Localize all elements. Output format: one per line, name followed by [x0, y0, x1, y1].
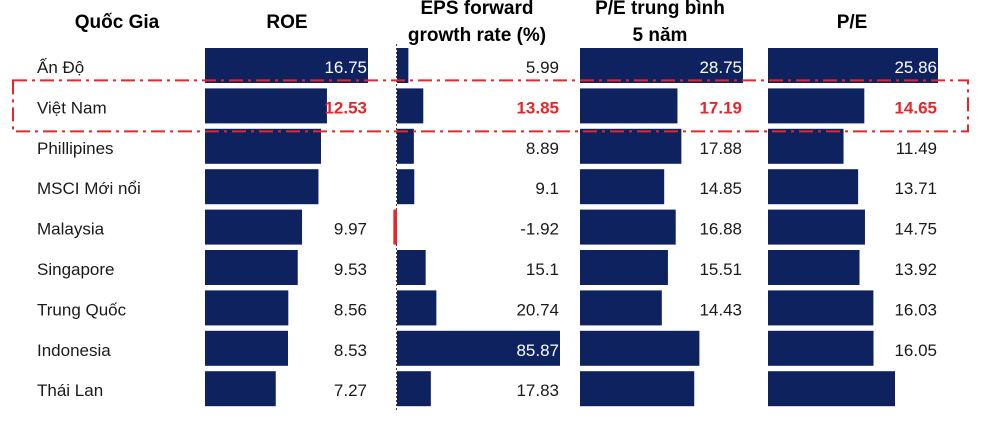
value-label-roe-msci-moi-noi: 11.66 [326, 179, 367, 198]
value-label-p-e-trung-binh-5-nam-thai-lan: 20.15 [699, 381, 742, 400]
value-label-p-e-trung-binh-5-nam-phillipines: 17.88 [699, 139, 742, 158]
bar-eps-forward-growth-rate-singapore [397, 250, 426, 285]
bar-p-e-trung-binh-5-nam-an-do [580, 48, 743, 83]
panel-title-p-e-trung-binh-5-nam-line-2: 5 năm [633, 25, 688, 46]
bar-p-e-viet-nam [768, 88, 865, 124]
bar-roe-an-do [205, 48, 368, 83]
bar-roe-singapore [205, 250, 298, 285]
value-label-p-e-indonesia: 16.05 [894, 341, 937, 360]
value-label-p-e-trung-binh-5-nam-an-do: 28.75 [699, 58, 742, 77]
panel-title-p-e-trung-binh-5-nam-line-1: P/E trung bình [595, 0, 725, 19]
bar-eps-forward-growth-rate-malaysia [393, 209, 397, 245]
value-label-eps-forward-growth-rate-viet-nam: 13.85 [516, 98, 559, 117]
bar-p-e-singapore [768, 250, 860, 285]
value-label-roe-an-do: 16.75 [324, 58, 367, 77]
bar-roe-trung-quoc [205, 290, 289, 326]
value-label-p-e-singapore: 13.92 [894, 260, 937, 279]
bar-roe-thai-lan [205, 371, 276, 407]
bar-p-e-trung-quoc [768, 290, 874, 326]
bar-p-e-malaysia [768, 209, 865, 245]
value-label-eps-forward-growth-rate-msci-moi-noi: 9.1 [535, 179, 559, 198]
value-label-roe-phillipines: 11.92 [326, 139, 367, 158]
value-label-roe-thai-lan: 7.27 [334, 381, 367, 400]
value-label-roe-trung-quoc: 8.56 [334, 300, 367, 319]
value-label-eps-forward-growth-rate-an-do: 5.99 [526, 58, 559, 77]
bar-p-e-trung-binh-5-nam-msci-moi-noi [580, 169, 665, 205]
value-label-eps-forward-growth-rate-thai-lan: 17.83 [516, 381, 559, 400]
value-label-eps-forward-growth-rate-indonesia: 85.87 [516, 341, 559, 360]
bar-eps-forward-growth-rate-phillipines [397, 128, 414, 164]
value-label-roe-singapore: 9.53 [334, 260, 367, 279]
highlight-box-viet-nam [12, 79, 969, 133]
value-label-roe-viet-nam: 12.53 [324, 98, 367, 117]
country-label-indonesia: Indonesia [37, 341, 111, 360]
bar-roe-viet-nam [205, 88, 327, 124]
country-label-thai-lan: Thái Lan [37, 381, 103, 400]
bar-p-e-trung-binh-5-nam-indonesia [580, 330, 700, 366]
bar-p-e-indonesia [768, 330, 874, 366]
country-label-an-do: Ấn Độ [37, 58, 84, 77]
country-label-msci-moi-noi: MSCI Mới nổi [37, 179, 141, 198]
value-label-roe-malaysia: 9.97 [334, 220, 367, 239]
value-label-p-e-viet-nam: 14.65 [894, 98, 937, 117]
country-label-singapore: Singapore [37, 260, 115, 279]
value-label-p-e-phillipines: 11.49 [896, 139, 937, 158]
bar-eps-forward-growth-rate-viet-nam [397, 88, 424, 124]
bar-roe-indonesia [205, 330, 289, 366]
bar-p-e-trung-binh-5-nam-singapore [580, 250, 668, 285]
value-label-eps-forward-growth-rate-trung-quoc: 20.74 [516, 300, 559, 319]
value-label-eps-forward-growth-rate-malaysia: -1.92 [520, 220, 559, 239]
panel-title-eps-forward-growth-rate-line-2: growth rate (%) [408, 25, 546, 46]
country-label-phillipines: Phillipines [37, 139, 114, 158]
bar-p-e-thai-lan [768, 371, 896, 407]
value-label-p-e-an-do: 25.86 [894, 58, 937, 77]
bar-eps-forward-growth-rate-trung-quoc [397, 290, 437, 326]
value-label-roe-indonesia: 8.53 [334, 341, 367, 360]
bar-p-e-trung-binh-5-nam-malaysia [580, 209, 676, 245]
bar-eps-forward-growth-rate-indonesia [397, 330, 560, 366]
panel-title-p-e: P/E [837, 12, 868, 33]
value-label-p-e-trung-binh-5-nam-trung-quoc: 14.43 [699, 300, 742, 319]
bar-roe-phillipines [205, 128, 321, 164]
bar-p-e-trung-binh-5-nam-thai-lan [580, 371, 695, 407]
value-label-p-e-trung-binh-5-nam-singapore: 15.51 [699, 260, 742, 279]
bar-eps-forward-growth-rate-an-do [397, 48, 409, 83]
value-label-p-e-trung-binh-5-nam-indonesia: 21.06 [699, 341, 742, 360]
country-label-malaysia: Malaysia [37, 220, 105, 239]
bar-p-e-an-do [768, 48, 938, 83]
country-label-trung-quoc: Trung Quốc [37, 300, 127, 319]
bar-eps-forward-growth-rate-msci-moi-noi [397, 169, 415, 205]
value-label-p-e-trung-binh-5-nam-malaysia: 16.88 [699, 220, 742, 239]
panel-title-eps-forward-growth-rate-line-1: EPS forward [421, 0, 534, 19]
bar-roe-msci-moi-noi [205, 169, 319, 205]
value-label-p-e-trung-binh-5-nam-msci-moi-noi: 14.85 [699, 179, 742, 198]
bar-p-e-msci-moi-noi [768, 169, 859, 205]
value-label-p-e-thai-lan: 19.32 [894, 381, 937, 400]
value-label-p-e-trung-quoc: 16.03 [894, 300, 937, 319]
value-label-p-e-malaysia: 14.75 [894, 220, 937, 239]
bar-eps-forward-growth-rate-thai-lan [397, 371, 431, 407]
bar-roe-malaysia [205, 209, 303, 245]
bar-p-e-trung-binh-5-nam-viet-nam [580, 88, 678, 124]
value-label-eps-forward-growth-rate-singapore: 15.1 [526, 260, 559, 279]
value-label-p-e-msci-moi-noi: 13.71 [894, 179, 937, 198]
value-label-p-e-trung-binh-5-nam-viet-nam: 17.19 [699, 98, 742, 117]
bar-p-e-phillipines [768, 128, 844, 164]
country-column-header: Quốc Gia [75, 12, 160, 33]
panel-title-roe: ROE [266, 12, 307, 33]
value-label-eps-forward-growth-rate-phillipines: 8.89 [526, 139, 559, 158]
bar-p-e-trung-binh-5-nam-trung-quoc [580, 290, 662, 326]
country-label-viet-nam: Việt Nam [37, 98, 107, 117]
bar-p-e-trung-binh-5-nam-phillipines [580, 128, 682, 164]
